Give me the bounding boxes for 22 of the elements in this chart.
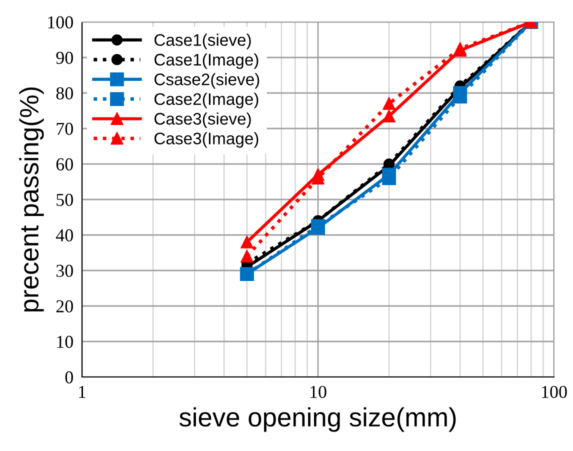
legend-label: Csase2(sieve) <box>154 73 260 89</box>
y-tick-label: 70 <box>56 122 73 135</box>
legend-label: Case3(Image) <box>154 132 258 148</box>
legend-label: Case1(sieve) <box>154 34 251 50</box>
y-tick-label: 10 <box>57 336 73 348</box>
legend-label: Case3(sieve) <box>154 112 251 128</box>
x-axis-title: sieve opening size(mm) <box>179 407 456 432</box>
y-tick-label: 80 <box>56 87 73 100</box>
y-axis-title: precent passing(%) <box>19 87 44 312</box>
x-tick-label: 10 <box>310 386 326 398</box>
y-tick-label: 50 <box>56 194 73 206</box>
y-tick-label: 100 <box>48 16 73 28</box>
y-tick-label: 60 <box>56 158 73 170</box>
y-tick-label: 20 <box>56 300 73 312</box>
legend-label: Case2(Image) <box>154 92 258 108</box>
y-tick-label: 30 <box>56 264 73 277</box>
y-tick-label: 40 <box>56 229 73 242</box>
y-tick-label: 90 <box>56 52 73 64</box>
x-tick-label: 1 <box>79 386 86 398</box>
x-tick-label: 100 <box>542 386 567 398</box>
y-tick-label: 0 <box>65 371 73 384</box>
legend-label: Case1(Image) <box>154 53 258 69</box>
